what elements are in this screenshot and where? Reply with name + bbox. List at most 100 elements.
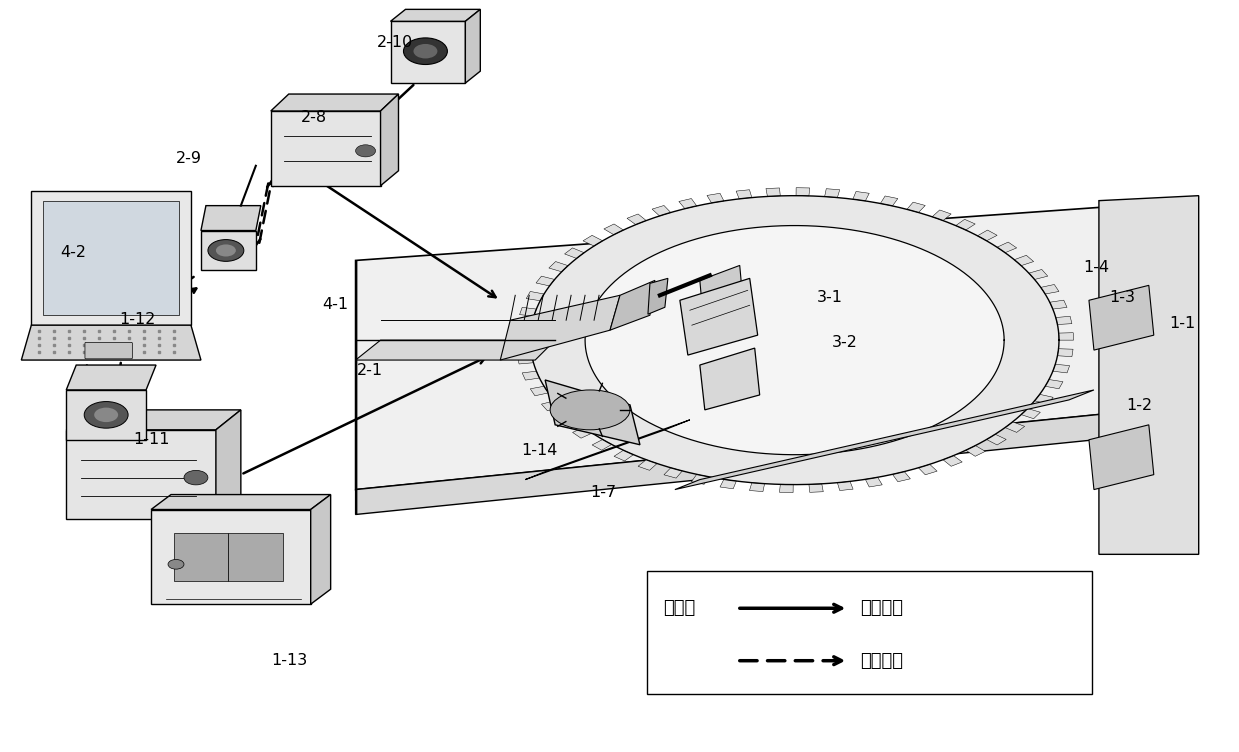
Text: 1-2: 1-2 — [1126, 399, 1152, 414]
Circle shape — [356, 145, 375, 157]
Text: 1-13: 1-13 — [271, 653, 307, 669]
Polygon shape — [610, 280, 655, 330]
Text: 2-10: 2-10 — [377, 35, 413, 50]
Polygon shape — [390, 9, 481, 21]
Polygon shape — [21, 325, 201, 360]
Polygon shape — [519, 308, 536, 316]
Polygon shape — [978, 230, 997, 241]
FancyBboxPatch shape — [228, 533, 284, 581]
Ellipse shape — [550, 390, 629, 430]
Polygon shape — [680, 278, 758, 355]
FancyBboxPatch shape — [647, 571, 1092, 694]
Polygon shape — [66, 410, 240, 430]
Polygon shape — [1021, 408, 1041, 419]
Polygon shape — [380, 94, 399, 186]
Polygon shape — [31, 191, 191, 325]
Text: 2-1: 2-1 — [357, 362, 383, 378]
Polygon shape — [271, 111, 380, 186]
Text: 1-4: 1-4 — [1083, 260, 1109, 275]
Polygon shape — [356, 340, 555, 360]
Polygon shape — [720, 479, 736, 489]
Polygon shape — [664, 468, 683, 478]
Polygon shape — [675, 390, 1094, 490]
Polygon shape — [541, 401, 560, 411]
Polygon shape — [825, 189, 840, 198]
Polygon shape — [271, 94, 399, 111]
PathPatch shape — [530, 196, 1059, 484]
Polygon shape — [932, 210, 952, 220]
Polygon shape — [515, 340, 530, 347]
Polygon shape — [750, 483, 764, 492]
Polygon shape — [1099, 196, 1198, 554]
Polygon shape — [522, 371, 539, 380]
Polygon shape — [997, 242, 1017, 253]
Polygon shape — [201, 231, 255, 271]
FancyBboxPatch shape — [173, 533, 228, 581]
Polygon shape — [525, 420, 690, 480]
Polygon shape — [1028, 269, 1048, 280]
Polygon shape — [66, 390, 146, 440]
Polygon shape — [1056, 317, 1072, 325]
Text: 1-7: 1-7 — [590, 484, 617, 499]
Polygon shape — [518, 356, 534, 364]
Polygon shape — [907, 202, 926, 213]
Polygon shape — [679, 199, 696, 209]
Circle shape — [208, 240, 244, 262]
Polygon shape — [707, 193, 724, 203]
Text: 1-14: 1-14 — [520, 444, 558, 459]
Polygon shape — [918, 464, 937, 475]
Text: 1-12: 1-12 — [119, 312, 155, 327]
Polygon shape — [585, 226, 1004, 455]
Text: 2-9: 2-9 — [176, 151, 202, 166]
Polygon shape — [216, 410, 240, 520]
Polygon shape — [691, 475, 709, 484]
Polygon shape — [555, 414, 575, 425]
Polygon shape — [501, 296, 620, 360]
Polygon shape — [536, 276, 555, 286]
Text: 图例：: 图例： — [663, 599, 695, 617]
Polygon shape — [43, 201, 178, 315]
Polygon shape — [881, 196, 898, 206]
Polygon shape — [151, 510, 311, 604]
FancyBboxPatch shape — [85, 342, 133, 359]
Polygon shape — [1089, 425, 1154, 490]
Text: 1-1: 1-1 — [1170, 316, 1196, 331]
Polygon shape — [700, 265, 745, 335]
Polygon shape — [466, 9, 481, 83]
Circle shape — [84, 402, 128, 428]
Text: 4-1: 4-1 — [322, 297, 348, 312]
Text: 1-11: 1-11 — [134, 432, 170, 447]
Polygon shape — [1058, 332, 1073, 340]
Polygon shape — [311, 495, 331, 604]
Polygon shape — [201, 205, 260, 231]
Polygon shape — [151, 495, 331, 510]
Polygon shape — [955, 220, 975, 230]
Text: 4-2: 4-2 — [61, 245, 87, 260]
Polygon shape — [627, 214, 647, 225]
Polygon shape — [584, 235, 602, 246]
Polygon shape — [1015, 255, 1033, 265]
Polygon shape — [565, 248, 584, 259]
Polygon shape — [795, 188, 810, 196]
Text: 3-2: 3-2 — [833, 335, 857, 350]
Polygon shape — [517, 323, 532, 332]
Polygon shape — [356, 405, 1193, 514]
Polygon shape — [892, 472, 911, 482]
Polygon shape — [838, 481, 854, 490]
Polygon shape — [700, 348, 760, 410]
Polygon shape — [549, 262, 567, 271]
Polygon shape — [1035, 394, 1053, 404]
Polygon shape — [766, 188, 781, 196]
Polygon shape — [1005, 422, 1025, 432]
Polygon shape — [779, 484, 793, 493]
Polygon shape — [592, 439, 612, 450]
Polygon shape — [1049, 300, 1067, 309]
Circle shape — [216, 244, 235, 256]
Polygon shape — [356, 201, 1193, 490]
Polygon shape — [530, 387, 549, 396]
Polygon shape — [965, 445, 985, 456]
Polygon shape — [390, 21, 466, 83]
Polygon shape — [615, 450, 633, 461]
Polygon shape — [527, 292, 544, 301]
Polygon shape — [545, 380, 641, 444]
